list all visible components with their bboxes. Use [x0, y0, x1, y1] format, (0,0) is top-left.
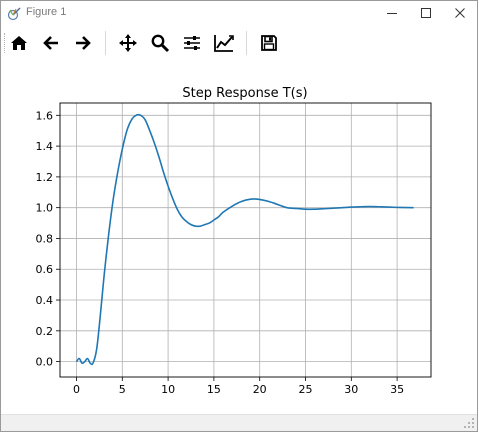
- edit-axis-icon: [214, 35, 234, 52]
- resize-grip-icon[interactable]: [463, 417, 475, 429]
- x-tick-label: 0: [73, 383, 80, 396]
- chart-title: Step Response T(s): [182, 86, 307, 101]
- y-tick-label: 0.8: [36, 232, 54, 245]
- y-tick-label: 1.6: [36, 109, 54, 122]
- back-arrow-icon: [43, 36, 58, 50]
- save-button[interactable]: [255, 29, 283, 57]
- pan-button[interactable]: [114, 29, 142, 57]
- home-icon: [11, 36, 27, 50]
- minimize-button[interactable]: [375, 1, 409, 25]
- y-tick-label: 0.2: [36, 325, 54, 338]
- x-tick-label: 30: [344, 383, 358, 396]
- y-tick-label: 0.6: [36, 263, 54, 276]
- toolbar-grip[interactable]: [4, 33, 7, 53]
- save-disk-icon: [261, 35, 277, 51]
- matplotlib-app-icon: [7, 5, 23, 21]
- title-bar[interactable]: Figure 1: [1, 1, 477, 25]
- window-title: Figure 1: [26, 6, 67, 18]
- grid-lines: [60, 103, 431, 377]
- step-response-chart: 0 5 10 15 20 25 30 35 0.0 0.2 0.4 0.6 0.8 1.0 1.2 1.4 1…: [36, 86, 432, 396]
- close-icon: [455, 8, 465, 18]
- configure-subplots-button[interactable]: [178, 29, 206, 57]
- forward-button[interactable]: [69, 29, 97, 57]
- x-axis-ticks: 0 5 10 15 20 25 30 35: [73, 377, 404, 396]
- step-response-line: [75, 113, 414, 366]
- x-tick-label: 35: [390, 383, 404, 396]
- minimize-icon: [387, 13, 397, 14]
- back-button[interactable]: [37, 29, 65, 57]
- y-tick-label: 0.0: [36, 356, 54, 369]
- y-tick-label: 1.4: [36, 140, 54, 153]
- x-tick-label: 10: [161, 383, 175, 396]
- status-bar: [1, 414, 477, 431]
- x-tick-label: 5: [119, 383, 126, 396]
- axes-frame: [59, 102, 432, 378]
- zoom-button[interactable]: [146, 29, 174, 57]
- zoom-magnifier-icon: [151, 34, 170, 53]
- navigation-toolbar: [1, 25, 477, 61]
- x-tick-label: 20: [253, 383, 267, 396]
- configure-subplots-icon: [184, 36, 200, 50]
- y-tick-label: 1.0: [36, 202, 54, 215]
- y-tick-label: 1.2: [36, 171, 54, 184]
- maximize-button[interactable]: [409, 1, 443, 25]
- toolbar-separator: [246, 31, 247, 55]
- y-tick-label: 0.4: [36, 294, 54, 307]
- x-tick-label: 15: [207, 383, 221, 396]
- y-axis-ticks: 0.0 0.2 0.4 0.6 0.8 1.0 1.2 1.4 1.6: [36, 109, 60, 369]
- home-button[interactable]: [5, 29, 33, 57]
- close-button[interactable]: [443, 1, 477, 25]
- edit-axis-button[interactable]: [210, 29, 238, 57]
- x-tick-label: 25: [299, 383, 313, 396]
- figure-canvas[interactable]: 0 5 10 15 20 25 30 35 0.0 0.2 0.4 0.6 0.8 1.0 1.2 1.4 1…: [1, 61, 477, 416]
- pan-move-icon: [119, 34, 137, 52]
- toolbar-separator: [105, 31, 106, 55]
- forward-arrow-icon: [76, 36, 91, 50]
- maximize-icon: [421, 8, 431, 18]
